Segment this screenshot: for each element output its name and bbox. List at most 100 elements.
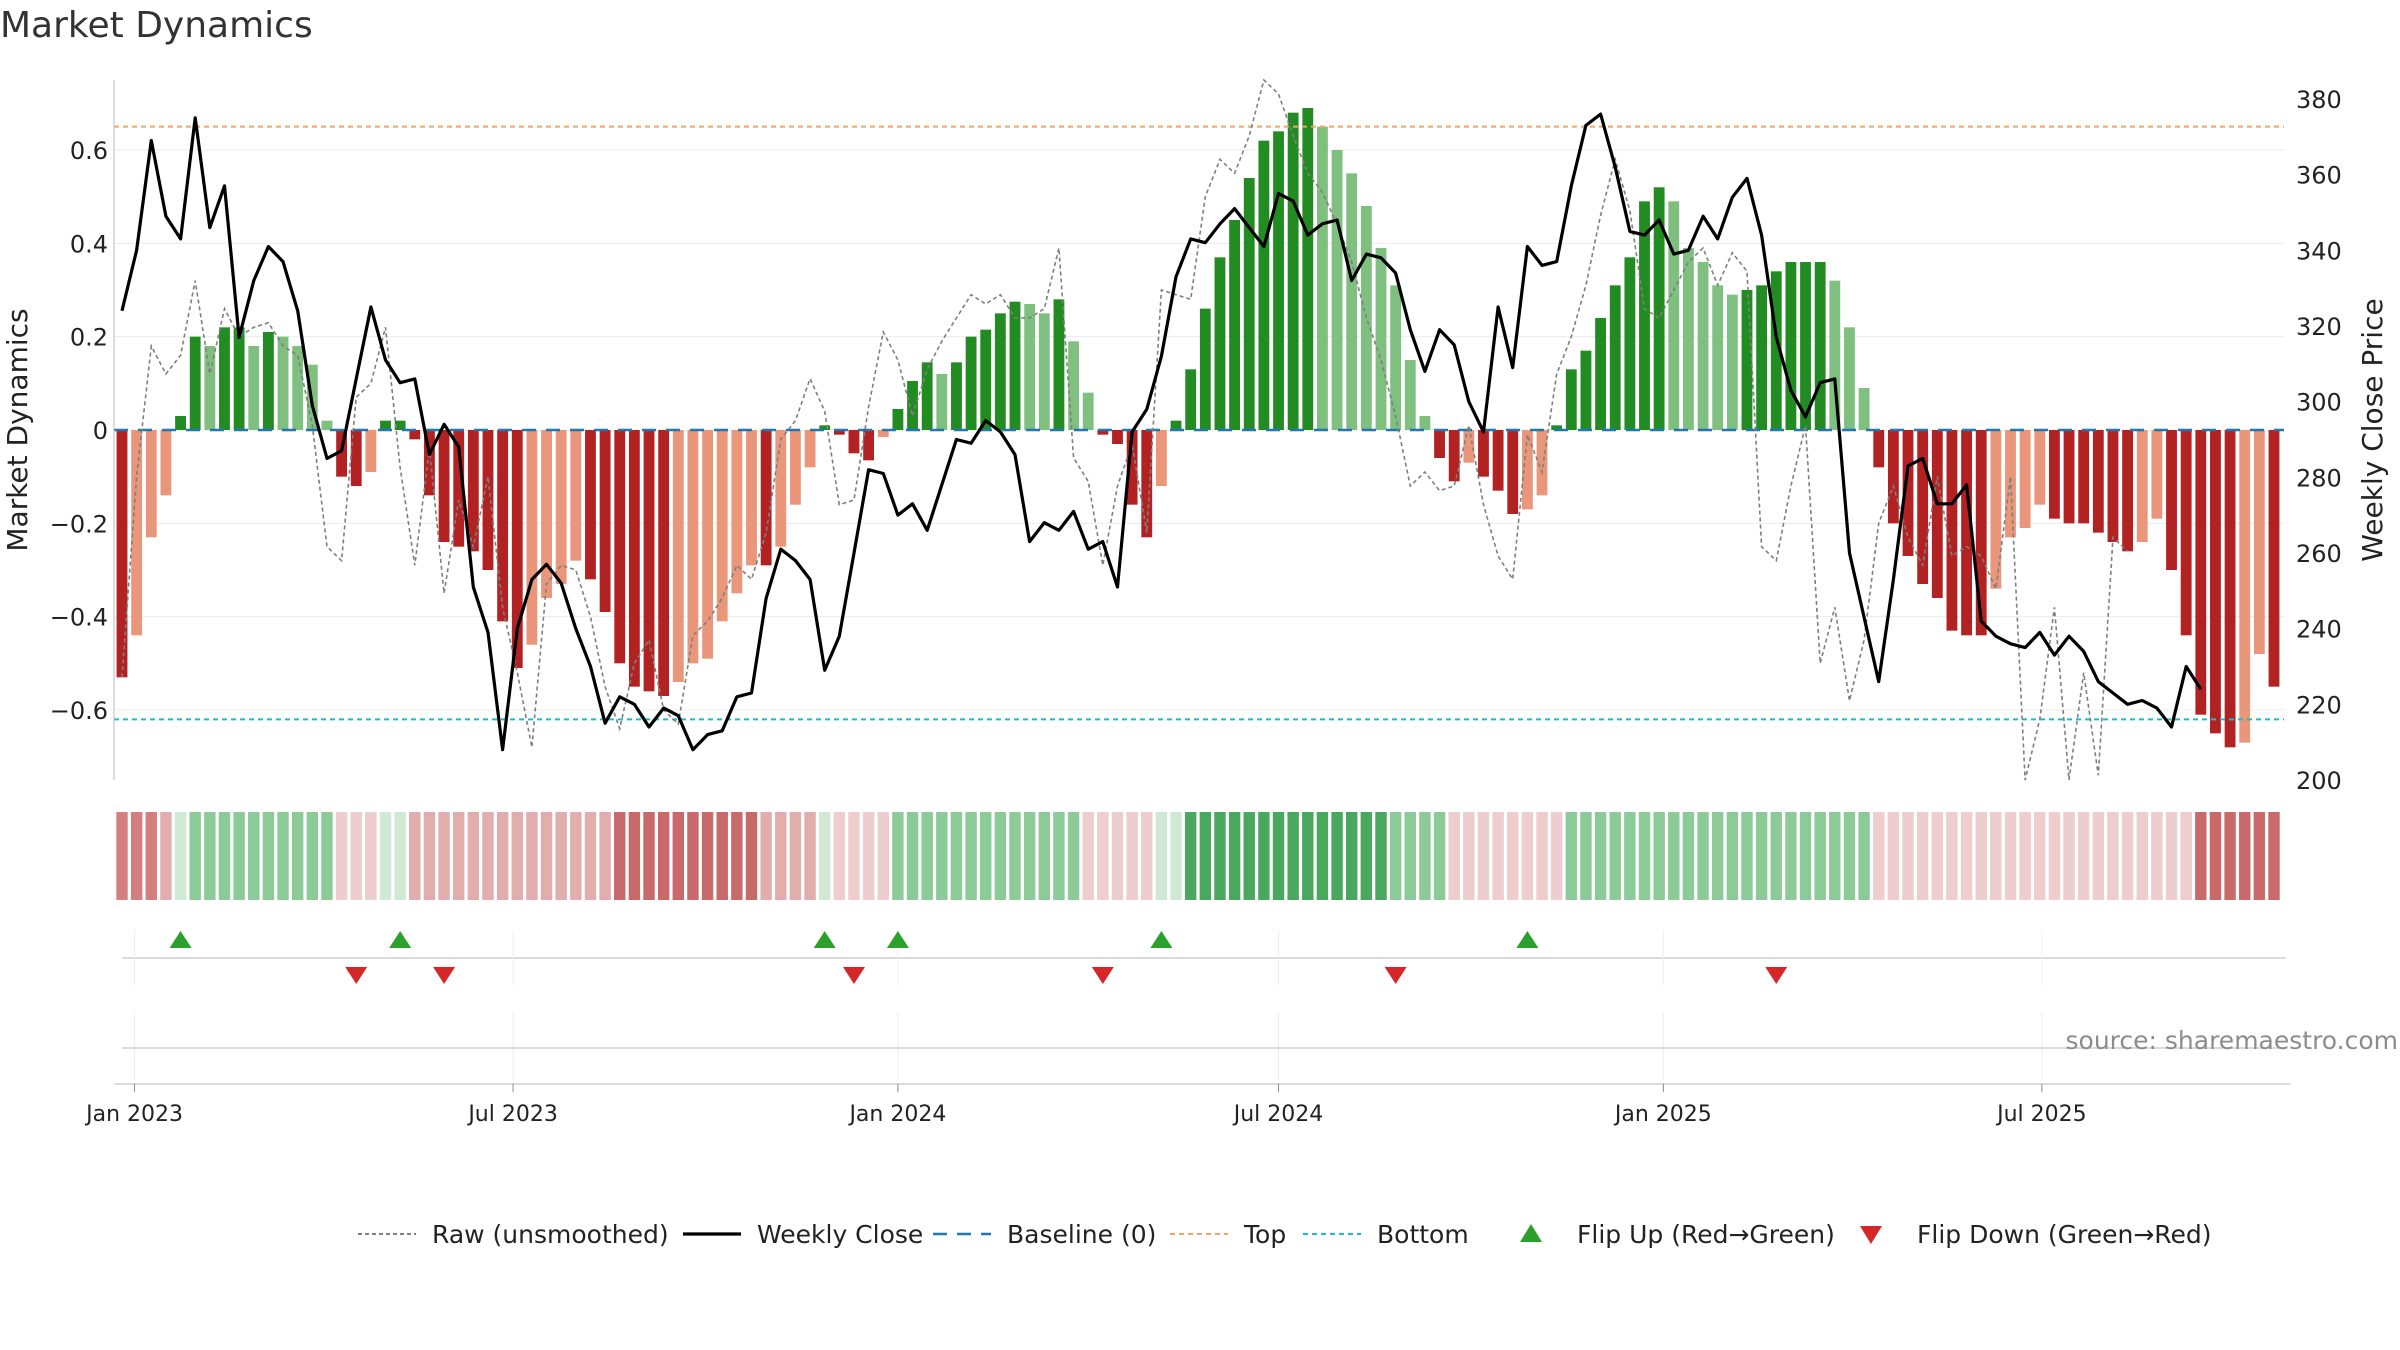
bar [233, 327, 245, 430]
state-cell [291, 812, 304, 900]
state-cell [584, 812, 597, 900]
state-cell [248, 812, 260, 900]
bar [453, 430, 465, 547]
state-cell [2253, 812, 2266, 900]
state-cell [1726, 812, 1739, 900]
bar [321, 420, 333, 430]
x-tick-label: Jul 2023 [466, 1102, 558, 1127]
state-cell [1433, 812, 1446, 900]
state-cell [1711, 812, 1724, 900]
bar [1141, 430, 1153, 538]
bar [1024, 304, 1036, 430]
bar [160, 430, 172, 496]
bar [1800, 262, 1811, 430]
state-cell [2224, 812, 2236, 900]
bar [350, 430, 362, 486]
right-y-ticks: 380 360 340 320 300 280 260 240 220 200 [2296, 86, 2342, 795]
bar [907, 381, 918, 430]
bar [877, 430, 889, 437]
bar [1756, 285, 1768, 430]
state-cell [1141, 812, 1153, 900]
bar [1712, 285, 1724, 430]
state-cell [833, 812, 846, 900]
bar [2078, 430, 2090, 524]
bar [1185, 369, 1197, 430]
state-cell [1155, 812, 1168, 900]
state-cell [1858, 812, 1870, 900]
legend-label: Flip Down (Green→Red) [1917, 1220, 2212, 1249]
y2-tick-label: 340 [2296, 237, 2342, 265]
bar [1478, 430, 1489, 477]
bar [1053, 299, 1065, 430]
flip-down-marker [345, 967, 368, 984]
bar [511, 430, 523, 668]
bar [980, 329, 992, 430]
flip-up-marker [1516, 931, 1539, 948]
state-cell [921, 812, 933, 900]
bar [2195, 430, 2207, 715]
state-cell [2107, 812, 2119, 900]
state-cell [1638, 812, 1651, 900]
state-cell [1360, 812, 1373, 900]
bars-layer [116, 108, 2280, 748]
legend-label: Raw (unsmoothed) [432, 1220, 669, 1249]
bar [848, 430, 860, 454]
bar [497, 430, 509, 622]
bar [438, 430, 450, 542]
state-cell [643, 812, 655, 900]
state-cell [1507, 812, 1519, 900]
state-cell [233, 812, 245, 900]
bar [687, 430, 699, 664]
state-cell [365, 812, 377, 900]
state-cell [1067, 812, 1080, 900]
bar [1565, 369, 1577, 430]
y-axis-label: Market Dynamics [1, 308, 34, 551]
state-cell [1492, 812, 1504, 900]
bar [1448, 430, 1460, 482]
bar [2063, 430, 2075, 524]
bar [1741, 290, 1753, 430]
state-cell [409, 812, 421, 900]
state-cell [1331, 812, 1343, 900]
state-cell [526, 812, 538, 900]
y2-tick-label: 220 [2296, 691, 2342, 719]
bar [1726, 294, 1738, 430]
legend-symbol-flip-down [1860, 1226, 1882, 1244]
bar [994, 313, 1006, 430]
state-cell [321, 812, 333, 900]
y2-tick-label: 320 [2296, 313, 2342, 341]
state-cell [1126, 812, 1138, 900]
y2-axis-label: Weekly Close Price [2356, 298, 2389, 561]
flip-up-marker [886, 931, 909, 948]
state-cell [189, 812, 201, 900]
legend-label: Weekly Close [757, 1220, 923, 1249]
state-cell [2151, 812, 2163, 900]
state-cell [2195, 812, 2207, 900]
source-text: source: sharemaestro.com [2066, 1026, 2399, 1055]
bar [1302, 108, 1314, 430]
bar [1419, 416, 1431, 430]
bar [702, 430, 713, 659]
bar [248, 346, 260, 430]
chart-title: Market Dynamics [0, 5, 313, 46]
bar [1317, 126, 1328, 431]
bar [1975, 430, 1987, 636]
flip-up-marker [1150, 931, 1173, 948]
bar [1858, 388, 1870, 430]
bar [1229, 220, 1241, 430]
state-cell [2004, 812, 2017, 900]
bar [2136, 430, 2148, 542]
state-cell [277, 812, 289, 900]
state-cell [452, 812, 465, 900]
state-cell [423, 812, 436, 900]
state-cell [1916, 812, 1929, 900]
state-cell [218, 812, 231, 900]
bar [262, 332, 274, 430]
bar [1507, 430, 1519, 514]
bar [1331, 150, 1343, 430]
state-cell [1741, 812, 1753, 900]
state-cell [1258, 812, 1270, 900]
bar [2005, 430, 2016, 538]
y2-tick-label: 360 [2296, 162, 2342, 190]
